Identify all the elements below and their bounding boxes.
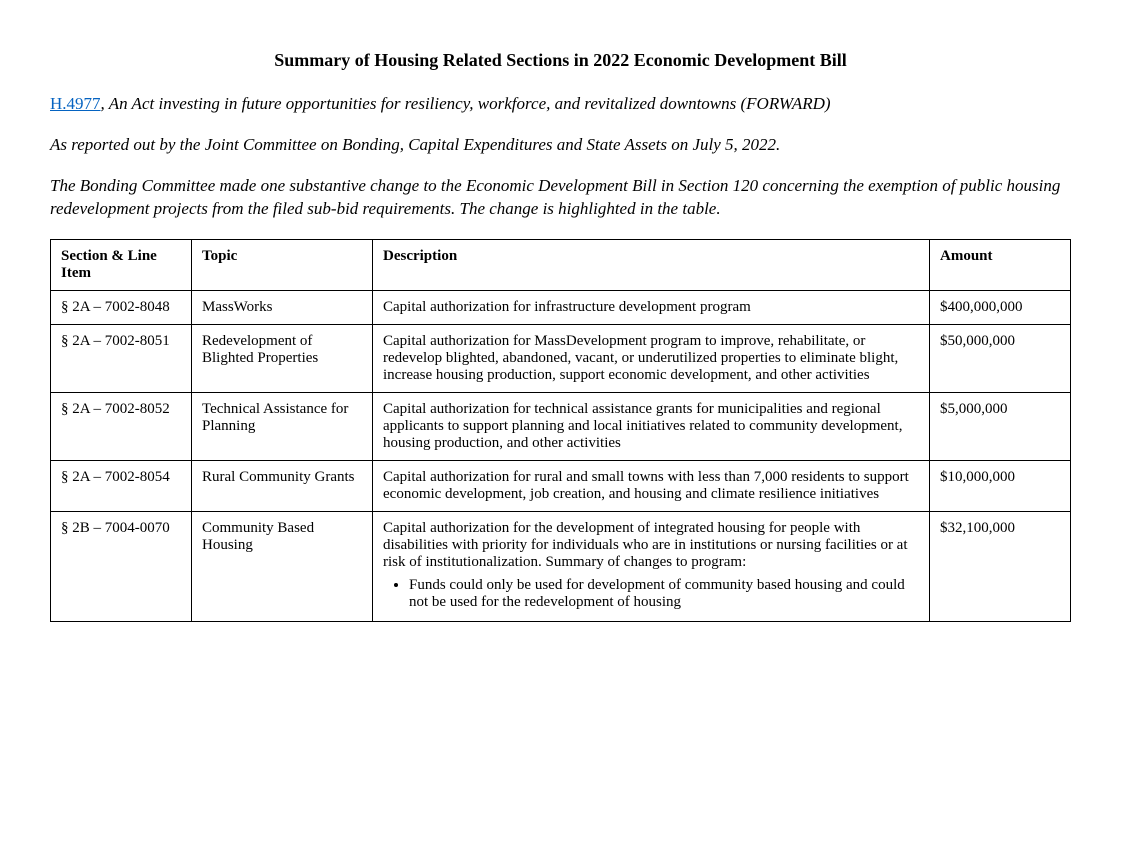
- cell-topic: Rural Community Grants: [192, 460, 373, 511]
- description-bullet: Funds could only be used for development…: [409, 577, 919, 611]
- table-row: § 2B – 7004-0070Community Based HousingC…: [51, 511, 1071, 621]
- cell-section: § 2A – 7002-8048: [51, 290, 192, 324]
- cell-topic: Community Based Housing: [192, 511, 373, 621]
- cell-section: § 2A – 7002-8054: [51, 460, 192, 511]
- cell-amount: $400,000,000: [930, 290, 1071, 324]
- description-text: Capital authorization for the developmen…: [383, 520, 919, 571]
- cell-amount: $10,000,000: [930, 460, 1071, 511]
- cell-amount: $32,100,000: [930, 511, 1071, 621]
- description-text: Capital authorization for rural and smal…: [383, 469, 919, 503]
- cell-section: § 2A – 7002-8051: [51, 324, 192, 392]
- cell-description: Capital authorization for the developmen…: [373, 511, 930, 621]
- cell-topic: Redevelopment of Blighted Properties: [192, 324, 373, 392]
- table-body: § 2A – 7002-8048MassWorks Capital authori…: [51, 290, 1071, 621]
- cell-description: Capital authorization for MassDevelopmen…: [373, 324, 930, 392]
- sections-table: Section & Line Item Topic Description Am…: [50, 239, 1071, 622]
- table-row: § 2A – 7002-8052Technical Assistance for…: [51, 392, 1071, 460]
- header-section: Section & Line Item: [51, 239, 192, 290]
- bill-citation-line: H.4977, An Act investing in future oppor…: [50, 93, 1071, 116]
- cell-topic: MassWorks: [192, 290, 373, 324]
- cell-topic: Technical Assistance for Planning: [192, 392, 373, 460]
- header-amount: Amount: [930, 239, 1071, 290]
- cell-description: Capital authorization for technical assi…: [373, 392, 930, 460]
- table-row: § 2A – 7002-8051Redevelopment of Blighte…: [51, 324, 1071, 392]
- cell-description: Capital authorization for rural and smal…: [373, 460, 930, 511]
- cell-amount: $50,000,000: [930, 324, 1071, 392]
- cell-section: § 2B – 7004-0070: [51, 511, 192, 621]
- document-title: Summary of Housing Related Sections in 2…: [50, 50, 1071, 71]
- bill-link-sep: ,: [101, 94, 109, 113]
- header-topic: Topic: [192, 239, 373, 290]
- bill-link[interactable]: H.4977: [50, 94, 101, 113]
- table-row: § 2A – 7002-8054Rural Community Grants Ca…: [51, 460, 1071, 511]
- change-note: The Bonding Committee made one substanti…: [50, 175, 1071, 221]
- table-row: § 2A – 7002-8048MassWorks Capital authori…: [51, 290, 1071, 324]
- description-bullets: Funds could only be used for development…: [383, 577, 919, 611]
- reported-line: As reported out by the Joint Committee o…: [50, 134, 1071, 157]
- cell-description: Capital authorization for infrastructure…: [373, 290, 930, 324]
- table-header-row: Section & Line Item Topic Description Am…: [51, 239, 1071, 290]
- bill-subtitle: An Act investing in future opportunities…: [109, 94, 831, 113]
- description-text: Capital authorization for MassDevelopmen…: [383, 333, 919, 384]
- description-text: Capital authorization for infrastructure…: [383, 299, 919, 316]
- cell-amount: $5,000,000: [930, 392, 1071, 460]
- header-description: Description: [373, 239, 930, 290]
- description-text: Capital authorization for technical assi…: [383, 401, 919, 452]
- cell-section: § 2A – 7002-8052: [51, 392, 192, 460]
